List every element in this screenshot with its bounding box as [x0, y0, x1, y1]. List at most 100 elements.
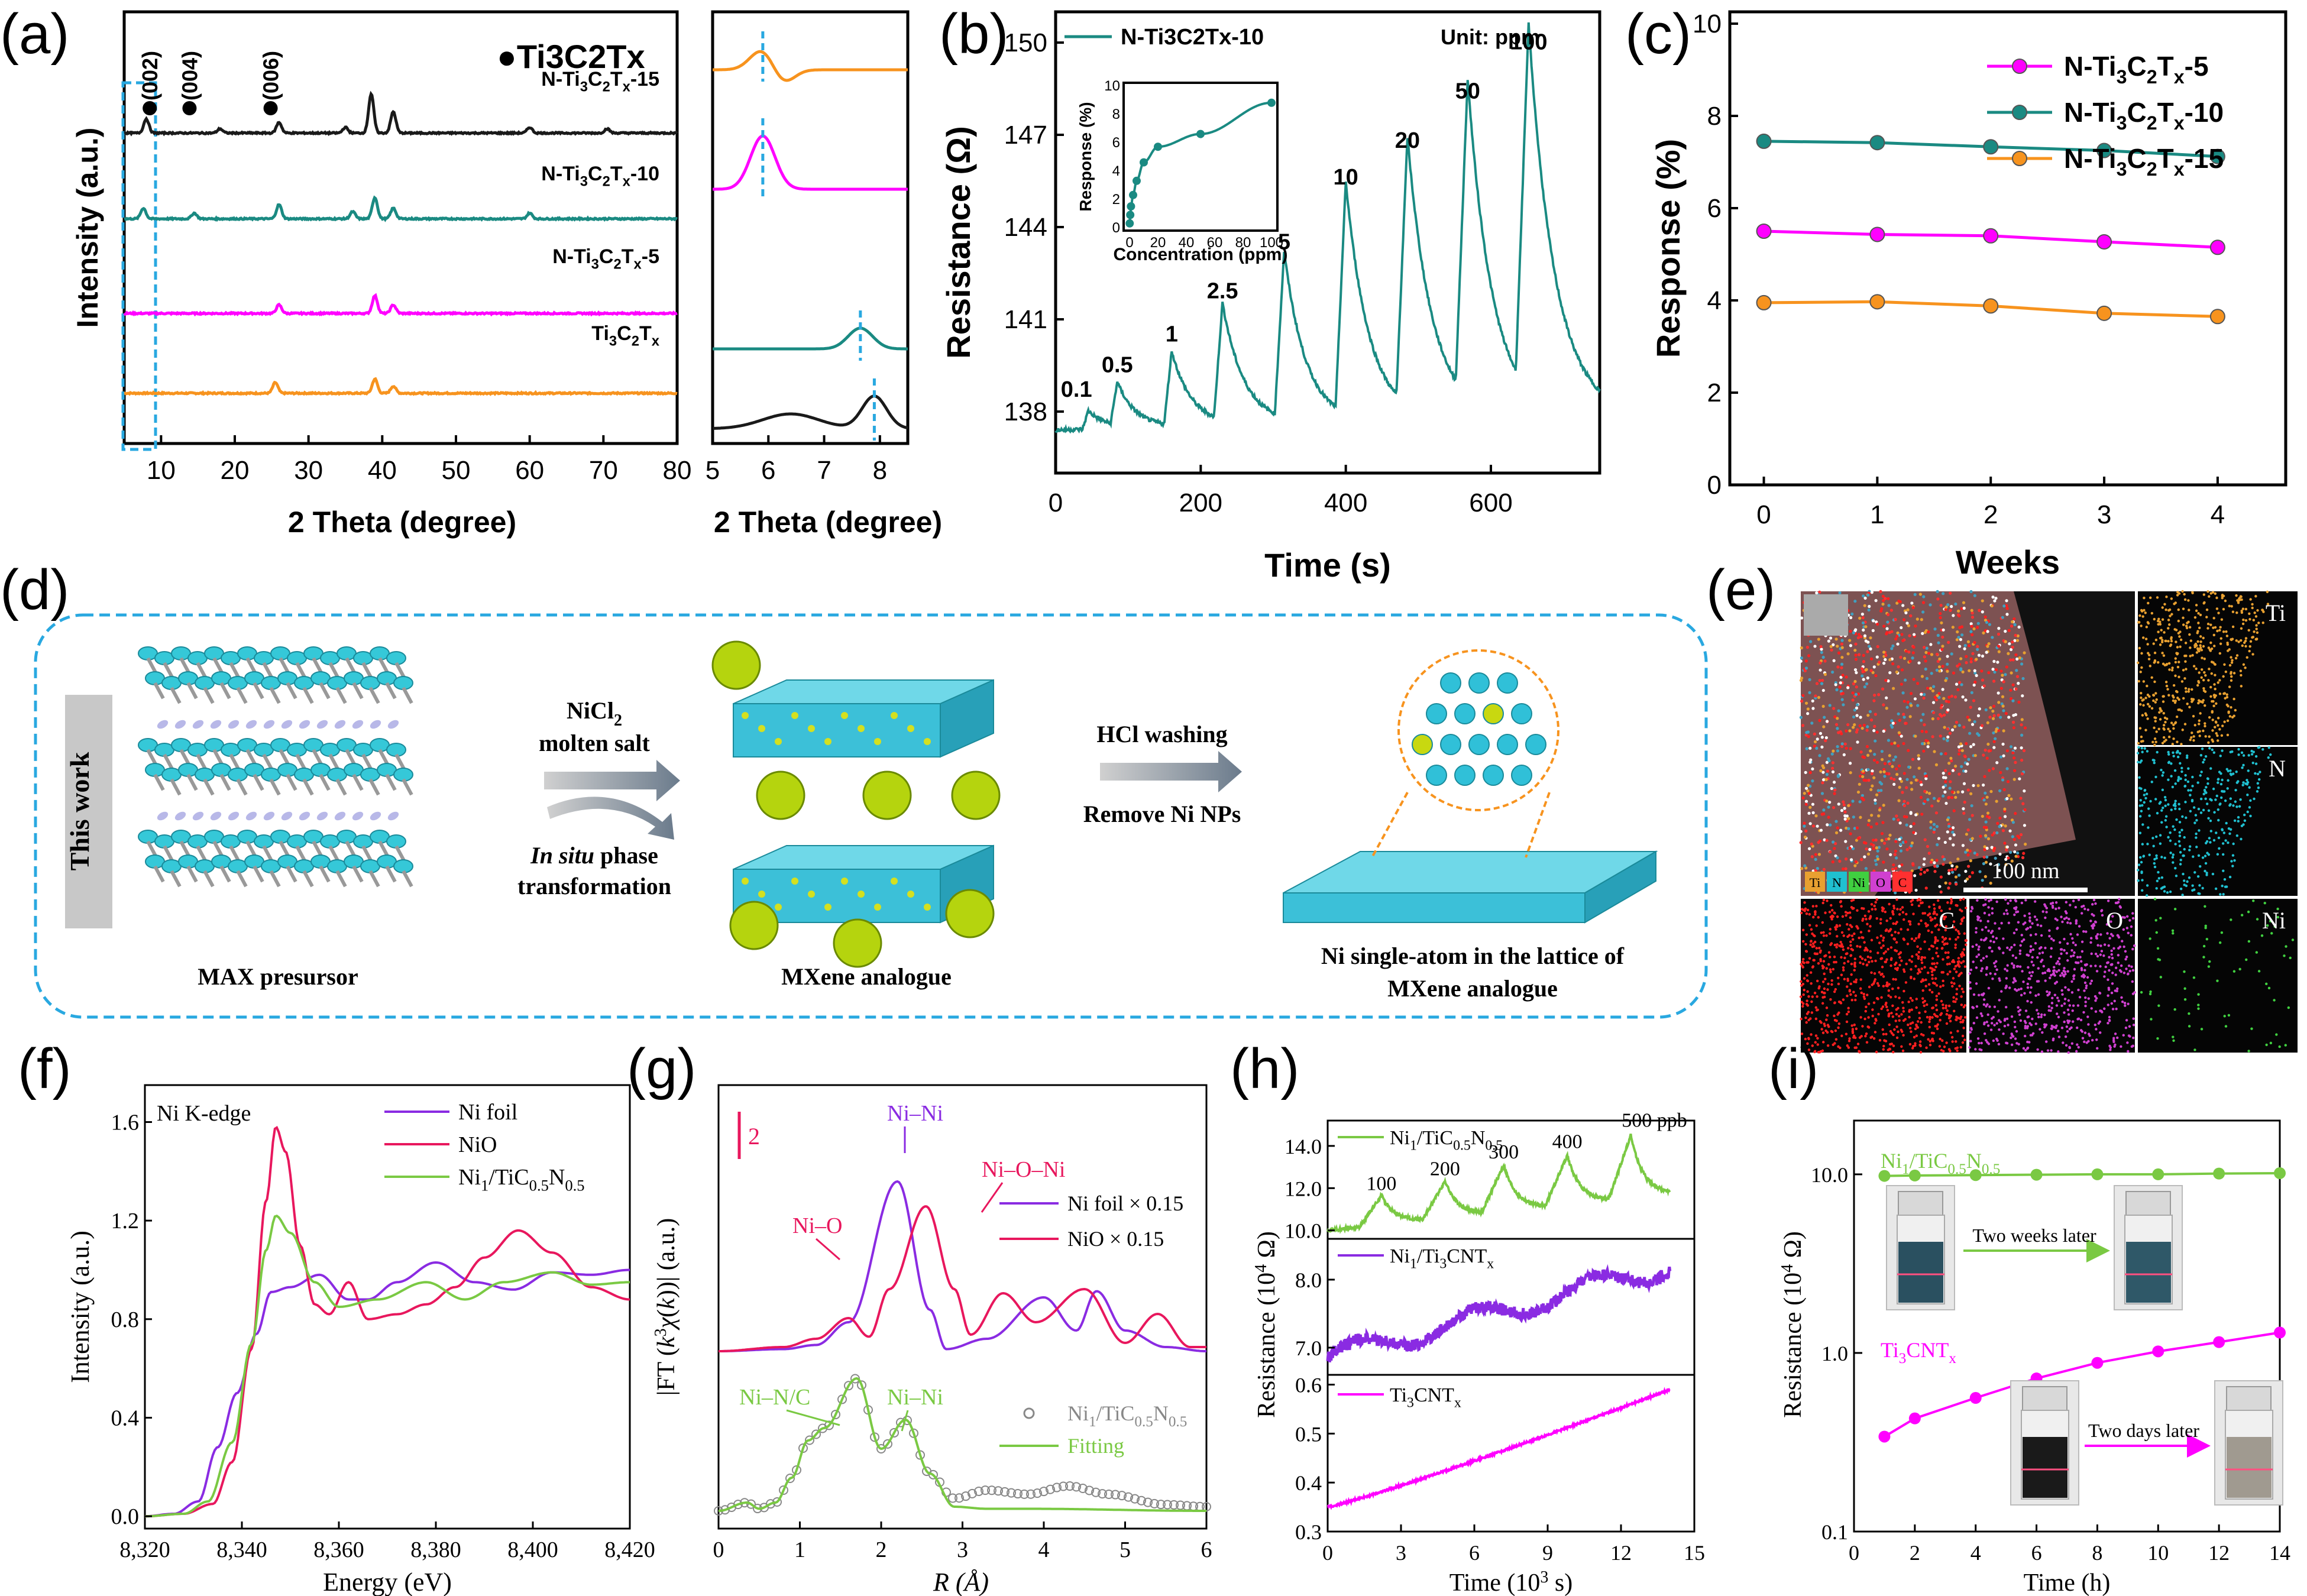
eds-map-dot: [1871, 1008, 1874, 1011]
eds-map-dot: [2137, 679, 2140, 683]
c-bond: [378, 840, 390, 858]
eds-map-dot: [1834, 1029, 1837, 1032]
eds-dot: [2014, 687, 2018, 691]
eds-dot: [2005, 749, 2009, 753]
eds-map-dot: [2238, 805, 2241, 808]
eds-map-dot: [1876, 936, 1879, 939]
eds-map-dot: [1901, 1030, 1904, 1033]
eds-map-dot: [2024, 1025, 2027, 1028]
eds-dot: [1933, 828, 1936, 831]
eds-map-dot: [2199, 613, 2202, 617]
label-subscript: 0.5: [1485, 1138, 1503, 1154]
eds-dot: [1882, 662, 1886, 665]
eds-map-dot: [1856, 1043, 1860, 1045]
eds-map-dot: [1843, 962, 1846, 965]
eds-map-dot: [2289, 956, 2292, 960]
eds-map-dot: [2031, 922, 2034, 925]
eds-map-dot: [2230, 918, 2232, 921]
eds-dot: [1895, 773, 1899, 776]
eds-map-dot: [2040, 946, 2043, 949]
x-tick-label: 8,420: [604, 1537, 655, 1562]
eds-dot: [2014, 812, 2017, 815]
eds-dot: [1866, 753, 1870, 757]
eds-map-dot: [1818, 947, 1821, 950]
eds-map-dot: [2019, 1019, 2023, 1022]
eds-map-dot: [2141, 823, 2144, 826]
eds-dot: [2021, 694, 2024, 698]
eds-dot: [1851, 691, 1855, 695]
eds-dot: [1917, 766, 1921, 770]
eds-dot: [1960, 749, 1964, 752]
eds-map-dot: [1894, 978, 1897, 981]
eds-map-dot: [1872, 1001, 1876, 1004]
eds-map-dot: [1919, 947, 1922, 950]
eds-map-dot: [2187, 789, 2190, 792]
a-element: [281, 811, 293, 821]
c-bond: [146, 840, 158, 858]
eds-map-dot: [2153, 716, 2156, 719]
x-tick-label: 70: [589, 456, 618, 485]
eds-dot: [1936, 659, 1940, 663]
eds-map-dot: [1890, 1011, 1893, 1015]
eds-dot: [1800, 700, 1804, 703]
eds-map-dot: [1908, 1027, 1912, 1030]
label-text: -15: [630, 68, 659, 90]
eds-map-dot: [2142, 680, 2146, 683]
eds-dot: [1960, 625, 1964, 629]
eds-map-dot: [1868, 960, 1871, 964]
eds-map-dot: [1939, 1018, 1942, 1022]
eds-map-dot: [2115, 1008, 2118, 1011]
eds-map-dot: [1985, 1021, 1988, 1024]
eds-dot: [1984, 749, 1987, 752]
eds-map-dot: [2212, 617, 2215, 620]
eds-dot: [1875, 846, 1878, 850]
eds-map-dot: [2247, 754, 2250, 757]
eds-map-dot: [2170, 637, 2173, 640]
eds-dot: [1825, 839, 1829, 842]
pulse-label: 50: [1455, 79, 1480, 104]
eds-map-dot: [2215, 596, 2218, 600]
eds-map-dot: [1982, 1003, 1986, 1006]
eds-map-dot: [2148, 705, 2151, 708]
eds-map-dot: [2076, 933, 2079, 936]
eds-dot: [1937, 797, 1941, 801]
stability-point: [1878, 1430, 1891, 1443]
eds-dot: [1825, 773, 1829, 776]
eds-map-dot: [2073, 974, 2076, 977]
eds-map-dot: [1812, 915, 1815, 919]
eds-dot: [1887, 837, 1891, 841]
eds-map-dot: [1846, 985, 1849, 988]
stability-point: [2152, 1345, 2164, 1358]
eds-map-dot: [2013, 943, 2016, 947]
label-subscript: 2: [2147, 158, 2157, 180]
eds-map-dot: [2219, 626, 2222, 629]
eds-map-dot: [1875, 997, 1879, 1000]
eds-map-dot: [2033, 900, 2037, 903]
eds-dot: [1816, 737, 1819, 741]
eds-map-dot: [2157, 870, 2160, 874]
eds-map-dot: [1849, 982, 1852, 986]
eds-map-dot: [2127, 964, 2131, 967]
eds-map-dot: [2014, 1037, 2017, 1040]
eds-map-dot: [1891, 1004, 1894, 1008]
eds-dot: [1854, 653, 1858, 657]
eds-map-dot: [2159, 976, 2163, 979]
eds-map-dot: [2182, 854, 2185, 857]
eds-dot: [1861, 667, 1864, 671]
eds-map-dot: [2230, 860, 2233, 863]
y-tick-label: 0.4: [1295, 1471, 1322, 1495]
eds-dot: [1880, 750, 1884, 753]
eds-dot: [1803, 824, 1806, 828]
eds-dot: [1914, 778, 1918, 782]
eds-dot: [1853, 864, 1857, 867]
eds-map-dot: [2197, 807, 2201, 811]
eds-map-dot: [1986, 920, 1989, 923]
eds-dot: [1863, 855, 1866, 859]
eds-map-dot: [1820, 931, 1823, 934]
eds-map-dot: [1868, 985, 1871, 989]
eds-map-dot: [2110, 949, 2113, 953]
eds-dot: [1807, 784, 1810, 787]
eds-dot: [1862, 678, 1865, 681]
eds-map-dot: [1952, 996, 1955, 999]
eds-map-dot: [1947, 1016, 1951, 1020]
